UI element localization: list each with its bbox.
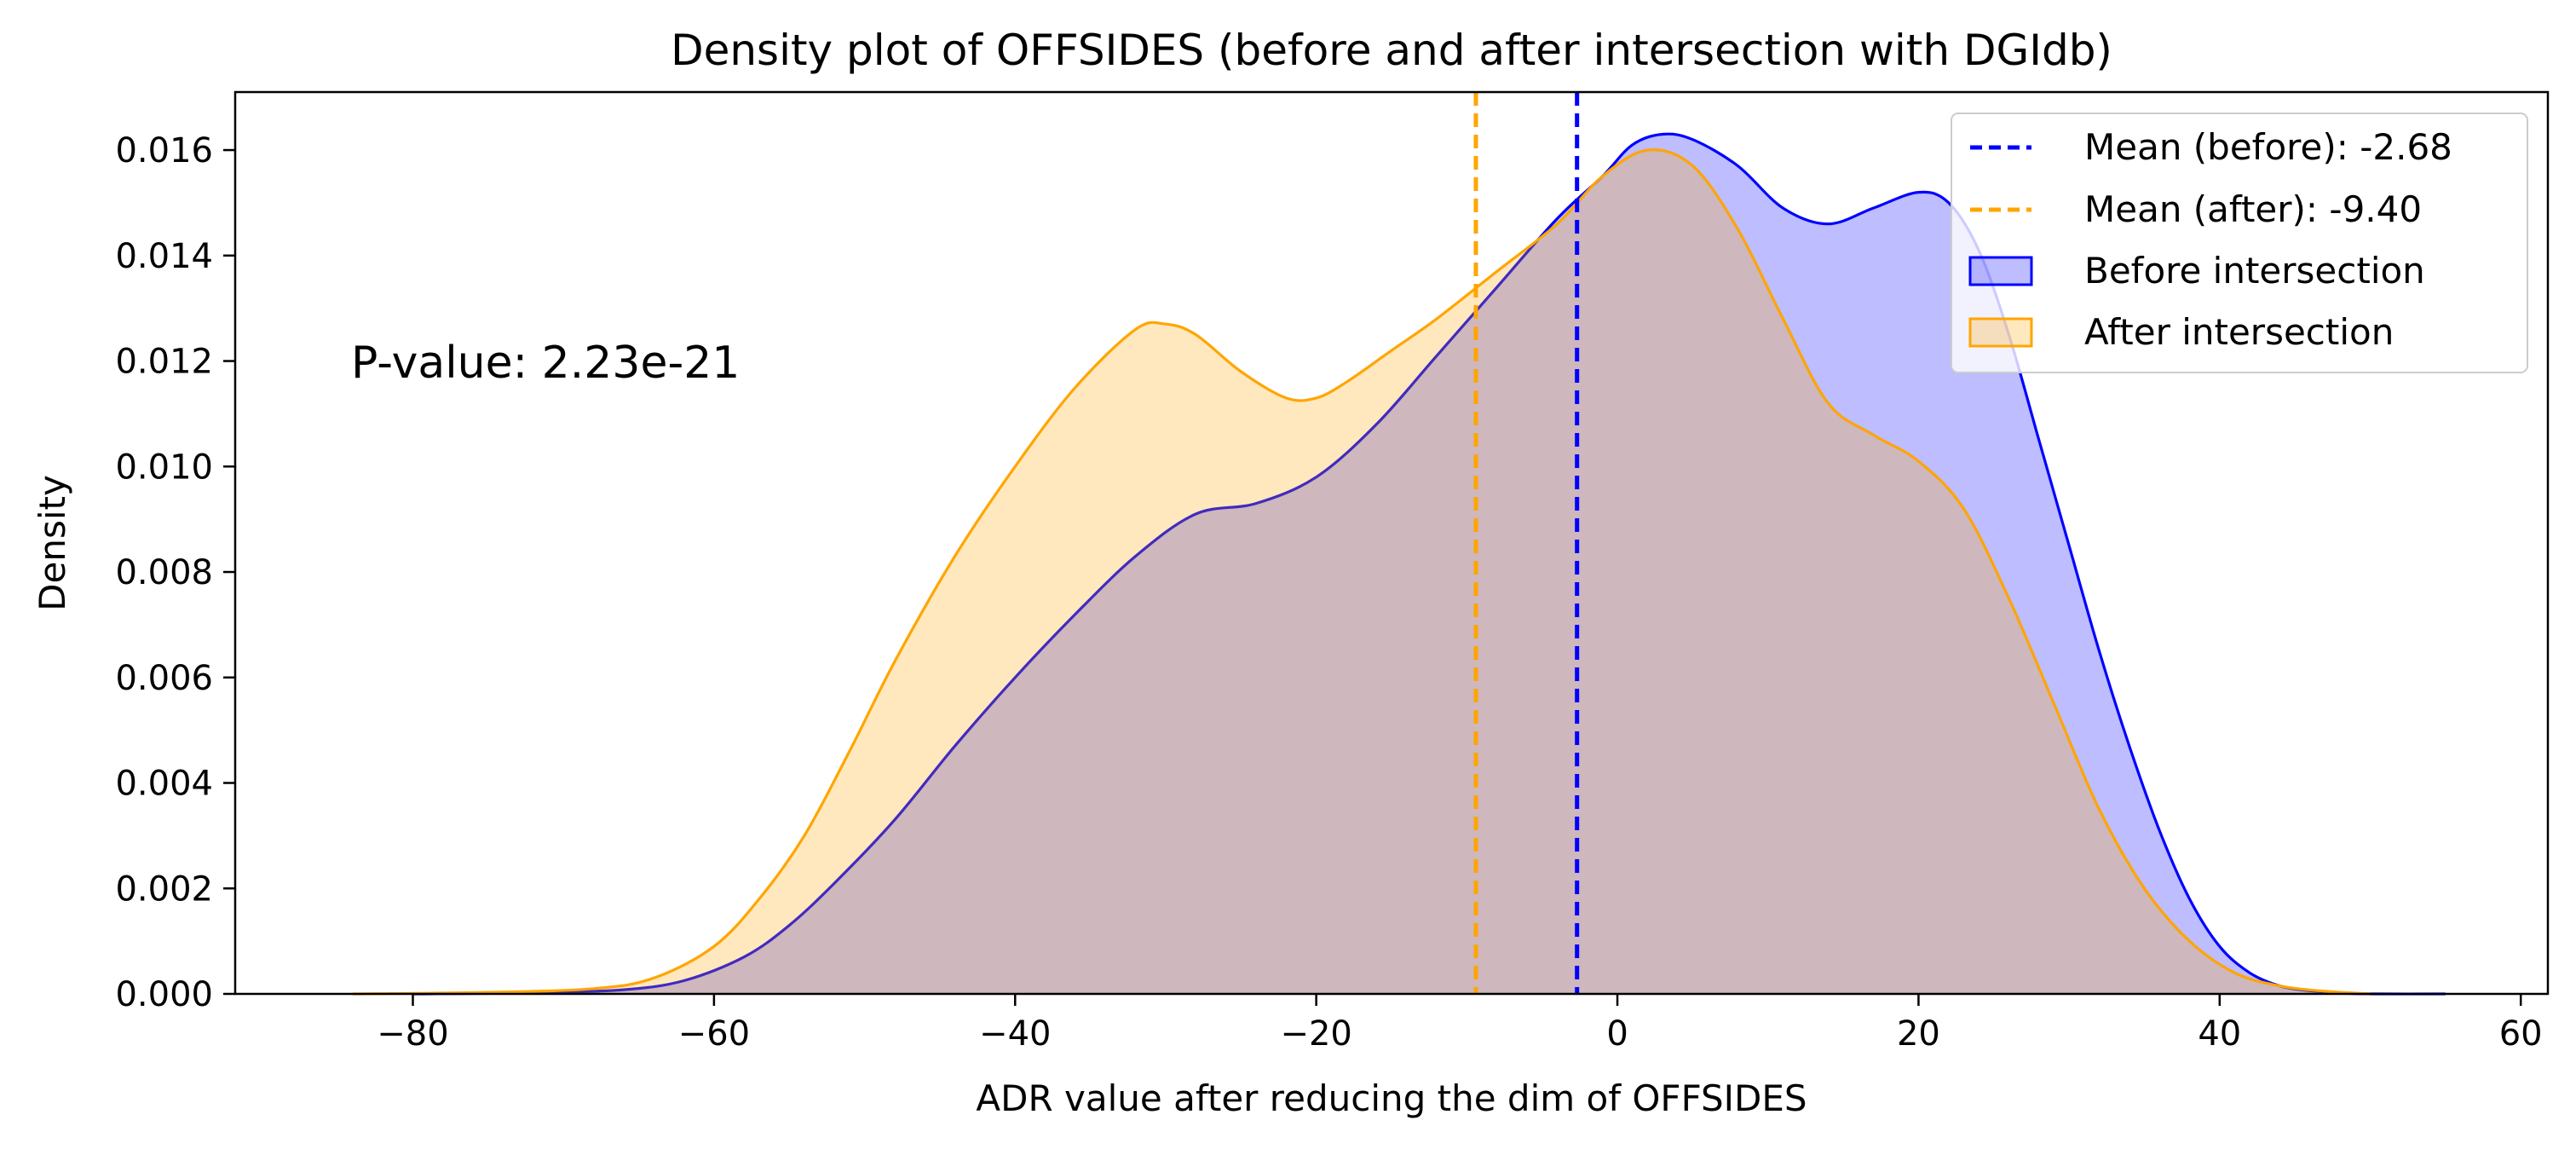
legend-label-mean-after: Mean (after): -9.40	[2084, 188, 2422, 230]
y-tick-label: 0.010	[115, 448, 213, 487]
y-tick-label: 0.012	[115, 343, 213, 382]
legend-label-after: After intersection	[2084, 311, 2394, 353]
x-axis-label: ADR value after reducing the dim of OFFS…	[976, 1077, 1807, 1119]
y-tick-label: 0.008	[115, 553, 213, 592]
legend-label-before: Before intersection	[2084, 250, 2425, 292]
legend-box	[1951, 113, 2528, 373]
plot-frame	[233, 90, 2550, 996]
reference-lines	[1473, 92, 1580, 994]
legend-swatch-before	[1968, 256, 2033, 286]
legend: Mean (before): -2.68 Mean (after): -9.40…	[1951, 113, 2528, 373]
x-tick-label: 20	[1897, 1014, 1940, 1054]
x-tick-label: −80	[377, 1014, 448, 1054]
x-tick-label: −60	[678, 1014, 750, 1054]
series-areas	[352, 132, 2446, 996]
line-after-intersection	[352, 148, 2371, 996]
legend-label-mean-before: Mean (before): -2.68	[2084, 126, 2452, 168]
x-tick-label: −20	[1280, 1014, 1351, 1054]
y-axis-label: Density	[32, 475, 73, 611]
y-tick-label: 0.016	[115, 131, 213, 170]
legend-swatch-after	[1968, 317, 2033, 348]
axis-ticks: −80 −60 −40 −20 0 20 40 60 0.000 0.002 0.004 0.006 0…	[115, 131, 2542, 1054]
y-tick-label: 0.014	[115, 237, 213, 276]
area-after-intersection	[352, 149, 2371, 994]
y-tick-label: 0.000	[115, 975, 213, 1014]
x-tick-label: 60	[2499, 1014, 2543, 1054]
x-tick-label: −40	[979, 1014, 1051, 1054]
y-tick-label: 0.002	[115, 869, 213, 909]
y-tick-label: 0.006	[115, 659, 213, 698]
line-before-intersection	[412, 132, 2446, 996]
y-tick-label: 0.004	[115, 765, 213, 804]
x-tick-label: 40	[2198, 1014, 2241, 1054]
p-value-annotation: P-value: 2.23e-21	[351, 338, 740, 389]
x-tick-label: 0	[1606, 1014, 1628, 1054]
area-before-intersection	[412, 134, 2446, 995]
chart-title: Density plot of OFFSIDES (before and aft…	[671, 26, 2112, 75]
